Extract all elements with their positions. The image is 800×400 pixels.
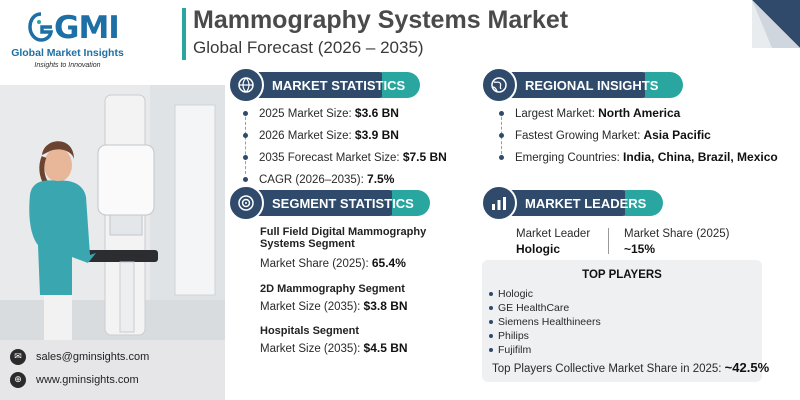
title-accent-bar [182, 8, 186, 60]
divider [608, 228, 609, 254]
list-item: Siemens Healthineers [489, 316, 601, 328]
email-icon: ✉ [10, 349, 26, 365]
market-leader-value: Hologic [516, 242, 560, 256]
segment-statistics-header: SEGMENT STATISTICS [228, 185, 430, 221]
list-item: Largest Market: North America [515, 106, 681, 120]
brand-name: Global Market Insights [11, 47, 124, 59]
list-item: Emerging Countries: India, China, Brazil… [515, 150, 778, 164]
market-leader-label: Market Leader [516, 228, 591, 240]
segment-title: Full Field Digital Mammography Systems S… [260, 226, 427, 250]
segment-value: Market Size (2035): $3.8 BN [260, 299, 408, 313]
list-item: 2026 Market Size: $3.9 BN [259, 128, 399, 142]
list-item: Hologic [488, 288, 534, 300]
list-item: 2035 Forecast Market Size: $7.5 BN [259, 150, 447, 164]
top-players-heading: TOP PLAYERS [582, 269, 662, 281]
globe-chart-icon [228, 67, 264, 103]
market-share-label: Market Share (2025) [624, 228, 730, 240]
market-leaders-header: MARKET LEADERS [481, 185, 663, 221]
market-statistics-heading: MARKET STATISTICS [272, 77, 406, 93]
email-text: sales@gminsights.com [36, 351, 150, 363]
brand-logo: GMI Global Market Insights Insights to I… [10, 10, 125, 75]
bar-chart-icon [481, 185, 517, 221]
segment-title: 2D Mammography Segment [260, 283, 405, 295]
corner-fold-decoration [752, 0, 800, 48]
list-item: Fujifilm [488, 344, 532, 356]
regional-insights-header: REGIONAL INSIGHTS [481, 67, 683, 103]
globe-icon [481, 67, 517, 103]
list-item: 2025 Market Size: $3.6 BN [259, 106, 399, 120]
list-item: CAGR (2026–2035): 7.5% [259, 172, 395, 186]
brand-tagline: Insights to Innovation [34, 62, 101, 69]
market-leaders-heading: MARKET LEADERS [525, 195, 647, 211]
contact-website[interactable]: ⊕ www.gminsights.com [10, 372, 139, 388]
market-share-value: ~15% [624, 242, 656, 256]
collective-share: Top Players Collective Market Share in 2… [492, 360, 770, 375]
list-item: Fastest Growing Market: Asia Pacific [515, 128, 711, 142]
brand-mark: GMI [54, 10, 120, 46]
page-title: Mammography Systems Market [193, 6, 569, 34]
segment-statistics-heading: SEGMENT STATISTICS [272, 195, 414, 211]
gmi-logo-icon [28, 12, 54, 42]
page-subtitle: Global Forecast (2026 – 2035) [193, 38, 424, 57]
mammography-photo [0, 85, 225, 340]
list-item: Philips [489, 330, 529, 342]
market-statistics-header: MARKET STATISTICS [228, 67, 420, 103]
target-icon [228, 185, 264, 221]
web-icon: ⊕ [10, 372, 26, 388]
website-text: www.gminsights.com [36, 374, 139, 386]
contact-strip: ✉ sales@gminsights.com ⊕ www.gminsights.… [0, 340, 225, 400]
regional-insights-heading: REGIONAL INSIGHTS [525, 77, 659, 93]
list-item: GE HealthCare [488, 302, 570, 314]
contact-email[interactable]: ✉ sales@gminsights.com [10, 349, 149, 365]
top-players-box: TOP PLAYERS Hologic GE HealthCare Siemen… [482, 260, 769, 382]
segment-title: Hospitals Segment [260, 325, 360, 337]
segment-value: Market Size (2035): $4.5 BN [260, 341, 408, 355]
segment-value: Market Share (2025): 65.4% [260, 256, 406, 270]
